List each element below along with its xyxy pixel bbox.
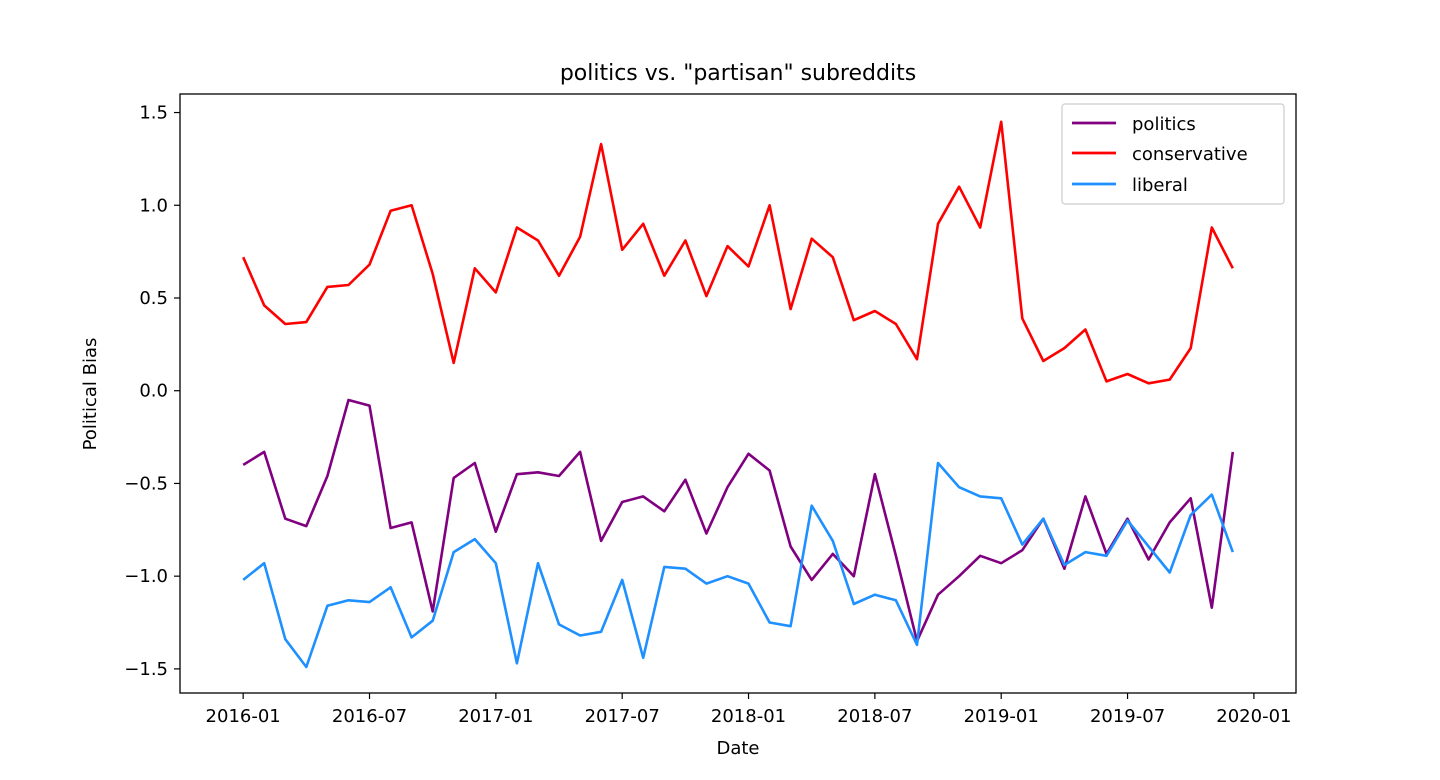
y-tick-label: 0.0	[139, 381, 168, 402]
x-tick-label: 2019-07	[1090, 706, 1165, 727]
y-axis-label: Political Bias	[80, 338, 101, 451]
series-layer	[242, 120, 1235, 669]
plot-area-frame	[179, 93, 1297, 694]
chart-title: politics vs. "partisan" subreddits	[560, 61, 916, 86]
y-tick-label: 0.5	[139, 288, 168, 309]
legend: politics conservative liberal	[1061, 103, 1285, 205]
y-tick-label: 1.0	[139, 195, 168, 216]
y-tick-label: −1.5	[124, 659, 168, 680]
x-axis-label: Date	[716, 738, 759, 759]
x-axis: 2016-01 2016-07 2017-01 2017-07 2018-01 2018-…	[206, 693, 1291, 727]
series-line-liberal	[242, 461, 1235, 669]
series-line-politics	[242, 398, 1235, 643]
x-tick-label: 2016-07	[332, 706, 407, 727]
x-tick-label: 2016-01	[206, 706, 281, 727]
x-tick-label: 2019-01	[964, 706, 1039, 727]
y-tick-label: −1.0	[124, 566, 168, 587]
legend-label-politics: politics	[1132, 114, 1196, 135]
y-tick-label: 1.5	[139, 103, 168, 124]
x-tick-label: 2017-07	[585, 706, 660, 727]
y-tick-label: −0.5	[124, 473, 168, 494]
legend-label-conservative: conservative	[1132, 144, 1248, 165]
series-line-conservative	[242, 120, 1234, 385]
x-tick-label: 2020-01	[1216, 706, 1291, 727]
x-tick-label: 2017-01	[458, 706, 533, 727]
legend-label-liberal: liberal	[1132, 175, 1188, 196]
y-axis: 1.5 1.0 0.5 0.0 −0.5 −1.0 −1.5	[124, 103, 180, 680]
x-tick-label: 2018-01	[711, 706, 786, 727]
x-tick-label: 2018-07	[837, 706, 912, 727]
legend-box	[1061, 103, 1285, 205]
